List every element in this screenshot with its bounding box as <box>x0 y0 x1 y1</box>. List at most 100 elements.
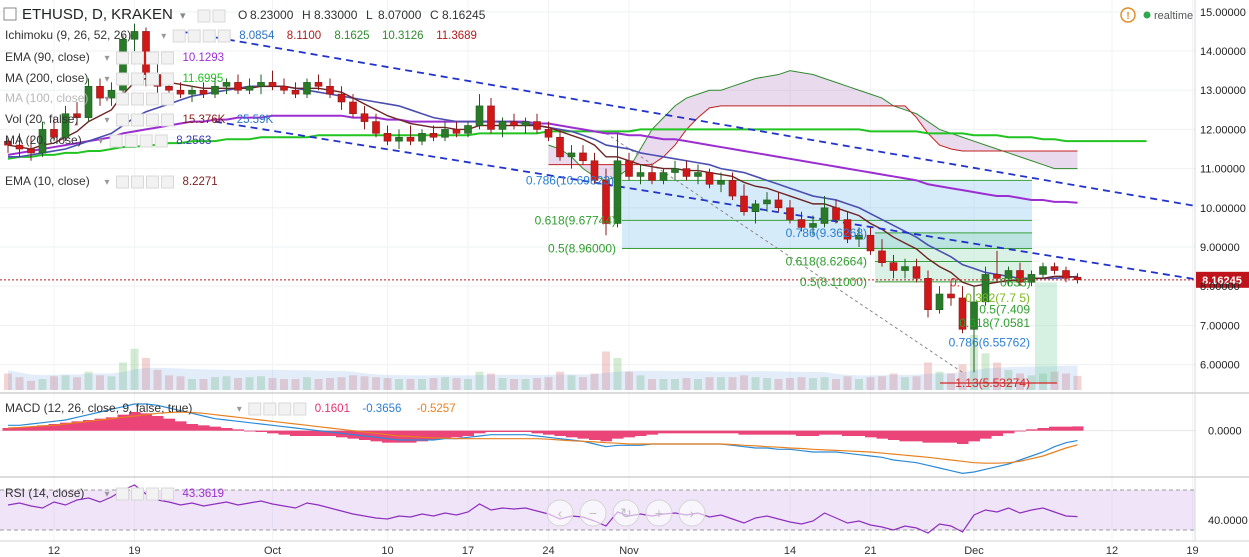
volume-bar <box>935 371 944 390</box>
legend-control-icon[interactable] <box>116 175 129 189</box>
macd-histogram-bar <box>819 430 831 435</box>
legend-control-icon[interactable] <box>131 487 144 501</box>
legend-control-icon[interactable] <box>131 175 144 189</box>
macd-histogram-bar <box>451 430 463 438</box>
scroll-right-button[interactable] <box>678 499 706 527</box>
fib-labels: 0.786(10.69823) 0.618(9.67744) 0.5(8.96000… <box>526 173 1031 390</box>
candle-body <box>222 82 231 87</box>
legend-control-icon[interactable] <box>131 72 144 86</box>
volume-bar <box>866 377 875 390</box>
legend-control-icon[interactable] <box>116 51 129 65</box>
legend-control-icon[interactable] <box>139 134 153 148</box>
macd-histogram-bar <box>646 430 658 435</box>
legend-control-icon[interactable] <box>131 92 144 106</box>
legend-control-icon[interactable] <box>263 402 277 416</box>
candle <box>544 121 553 142</box>
ohlc-label: L <box>366 8 373 22</box>
macd-histogram-bar <box>324 430 336 436</box>
candle <box>556 129 564 161</box>
legend-control-icon[interactable] <box>116 92 129 106</box>
candle <box>452 121 461 138</box>
candle-body <box>464 125 472 134</box>
macd-histogram-bar <box>715 430 727 434</box>
candle-body <box>832 207 840 220</box>
legend-control-icon[interactable] <box>116 113 129 127</box>
legend-control-icon[interactable] <box>131 51 144 65</box>
legend-control-icon[interactable] <box>154 134 168 148</box>
volume-bar <box>406 379 415 390</box>
zoom-in-button[interactable] <box>645 499 673 527</box>
legend-control-icon[interactable] <box>161 92 174 106</box>
macd-histogram-bar <box>842 430 854 436</box>
macd-histogram-bar <box>738 430 750 435</box>
candle-body <box>73 113 81 118</box>
candle <box>682 160 691 181</box>
macd-histogram-bar <box>589 430 601 440</box>
candle-body <box>61 113 70 138</box>
candle-body <box>544 129 553 138</box>
legend-control-icon[interactable] <box>248 402 262 416</box>
collapse-icon[interactable] <box>3 7 17 21</box>
fib-level-label: 0.786(9.36268) <box>786 226 867 240</box>
candle-body <box>395 136 403 142</box>
legend-control-icon[interactable] <box>278 402 292 416</box>
legend-control-icon[interactable] <box>146 113 159 127</box>
legend-control-icon[interactable] <box>109 134 123 148</box>
volume-bar <box>682 378 691 390</box>
macd-histogram-bar <box>807 430 819 436</box>
legend-control-icon[interactable] <box>146 72 159 86</box>
legend-control-icon[interactable] <box>161 72 174 86</box>
reset-button[interactable] <box>612 499 640 527</box>
legend-control-icon[interactable] <box>161 51 174 65</box>
candle-body <box>280 86 288 91</box>
legend-control-icon[interactable] <box>161 175 174 189</box>
macd-histogram-bar <box>1026 429 1038 431</box>
fib-level-label: 0633) <box>1000 275 1031 289</box>
legend-control-icon[interactable] <box>131 113 144 127</box>
zoom-out-button[interactable] <box>579 499 607 527</box>
legend-control-icon[interactable] <box>146 51 159 65</box>
legend-control-icon[interactable] <box>197 9 211 23</box>
volume-bar <box>786 378 794 390</box>
legend-control-icon[interactable] <box>146 487 159 501</box>
macd-histogram-bar <box>508 430 520 432</box>
volume-bar <box>360 376 369 390</box>
candle-body <box>820 207 829 224</box>
legend-control-icon[interactable] <box>187 29 201 43</box>
candle-body <box>441 129 449 138</box>
macd-histogram-bar <box>669 430 681 434</box>
legend-control-icon[interactable] <box>116 487 129 501</box>
time-tick-label: 19 <box>128 545 140 557</box>
candle-body <box>119 38 127 91</box>
senkou-span-a <box>548 70 1078 181</box>
volume-bar <box>1004 369 1013 390</box>
ohlc-value: 8.16245 <box>442 8 486 22</box>
legend-control-icon[interactable] <box>124 134 138 148</box>
candle <box>337 86 346 110</box>
candle <box>636 164 645 185</box>
volume-bars <box>4 335 1082 390</box>
legend-control-icon[interactable] <box>146 92 159 106</box>
candle <box>671 160 679 181</box>
symbol-title: ETHUSD, D, KRAKEN <box>22 6 173 23</box>
alert-icon[interactable] <box>1120 7 1136 23</box>
macd-histogram-bar <box>911 430 923 442</box>
macd-histogram-bar <box>336 430 348 438</box>
candle <box>901 258 909 279</box>
legend-control-icon[interactable] <box>212 9 226 23</box>
legend-control-icon[interactable] <box>161 113 174 127</box>
legend-control-icon[interactable] <box>202 29 216 43</box>
legend-control-icon[interactable] <box>146 175 159 189</box>
legend-control-icon[interactable] <box>293 402 307 416</box>
legend-control-icon[interactable] <box>172 29 186 43</box>
legend-control-icon[interactable] <box>116 72 129 86</box>
macd-histogram-bar <box>232 429 244 431</box>
candle <box>1004 266 1013 287</box>
legend-control-icon[interactable] <box>217 29 231 43</box>
indicator-value: 10.1293 <box>183 52 225 64</box>
scroll-left-button[interactable] <box>546 499 574 527</box>
fib-level-label: 0.5(8.11000) <box>800 275 867 289</box>
legend-control-icon[interactable] <box>161 487 174 501</box>
macd-histogram-bar <box>635 430 647 436</box>
candle <box>659 168 668 185</box>
